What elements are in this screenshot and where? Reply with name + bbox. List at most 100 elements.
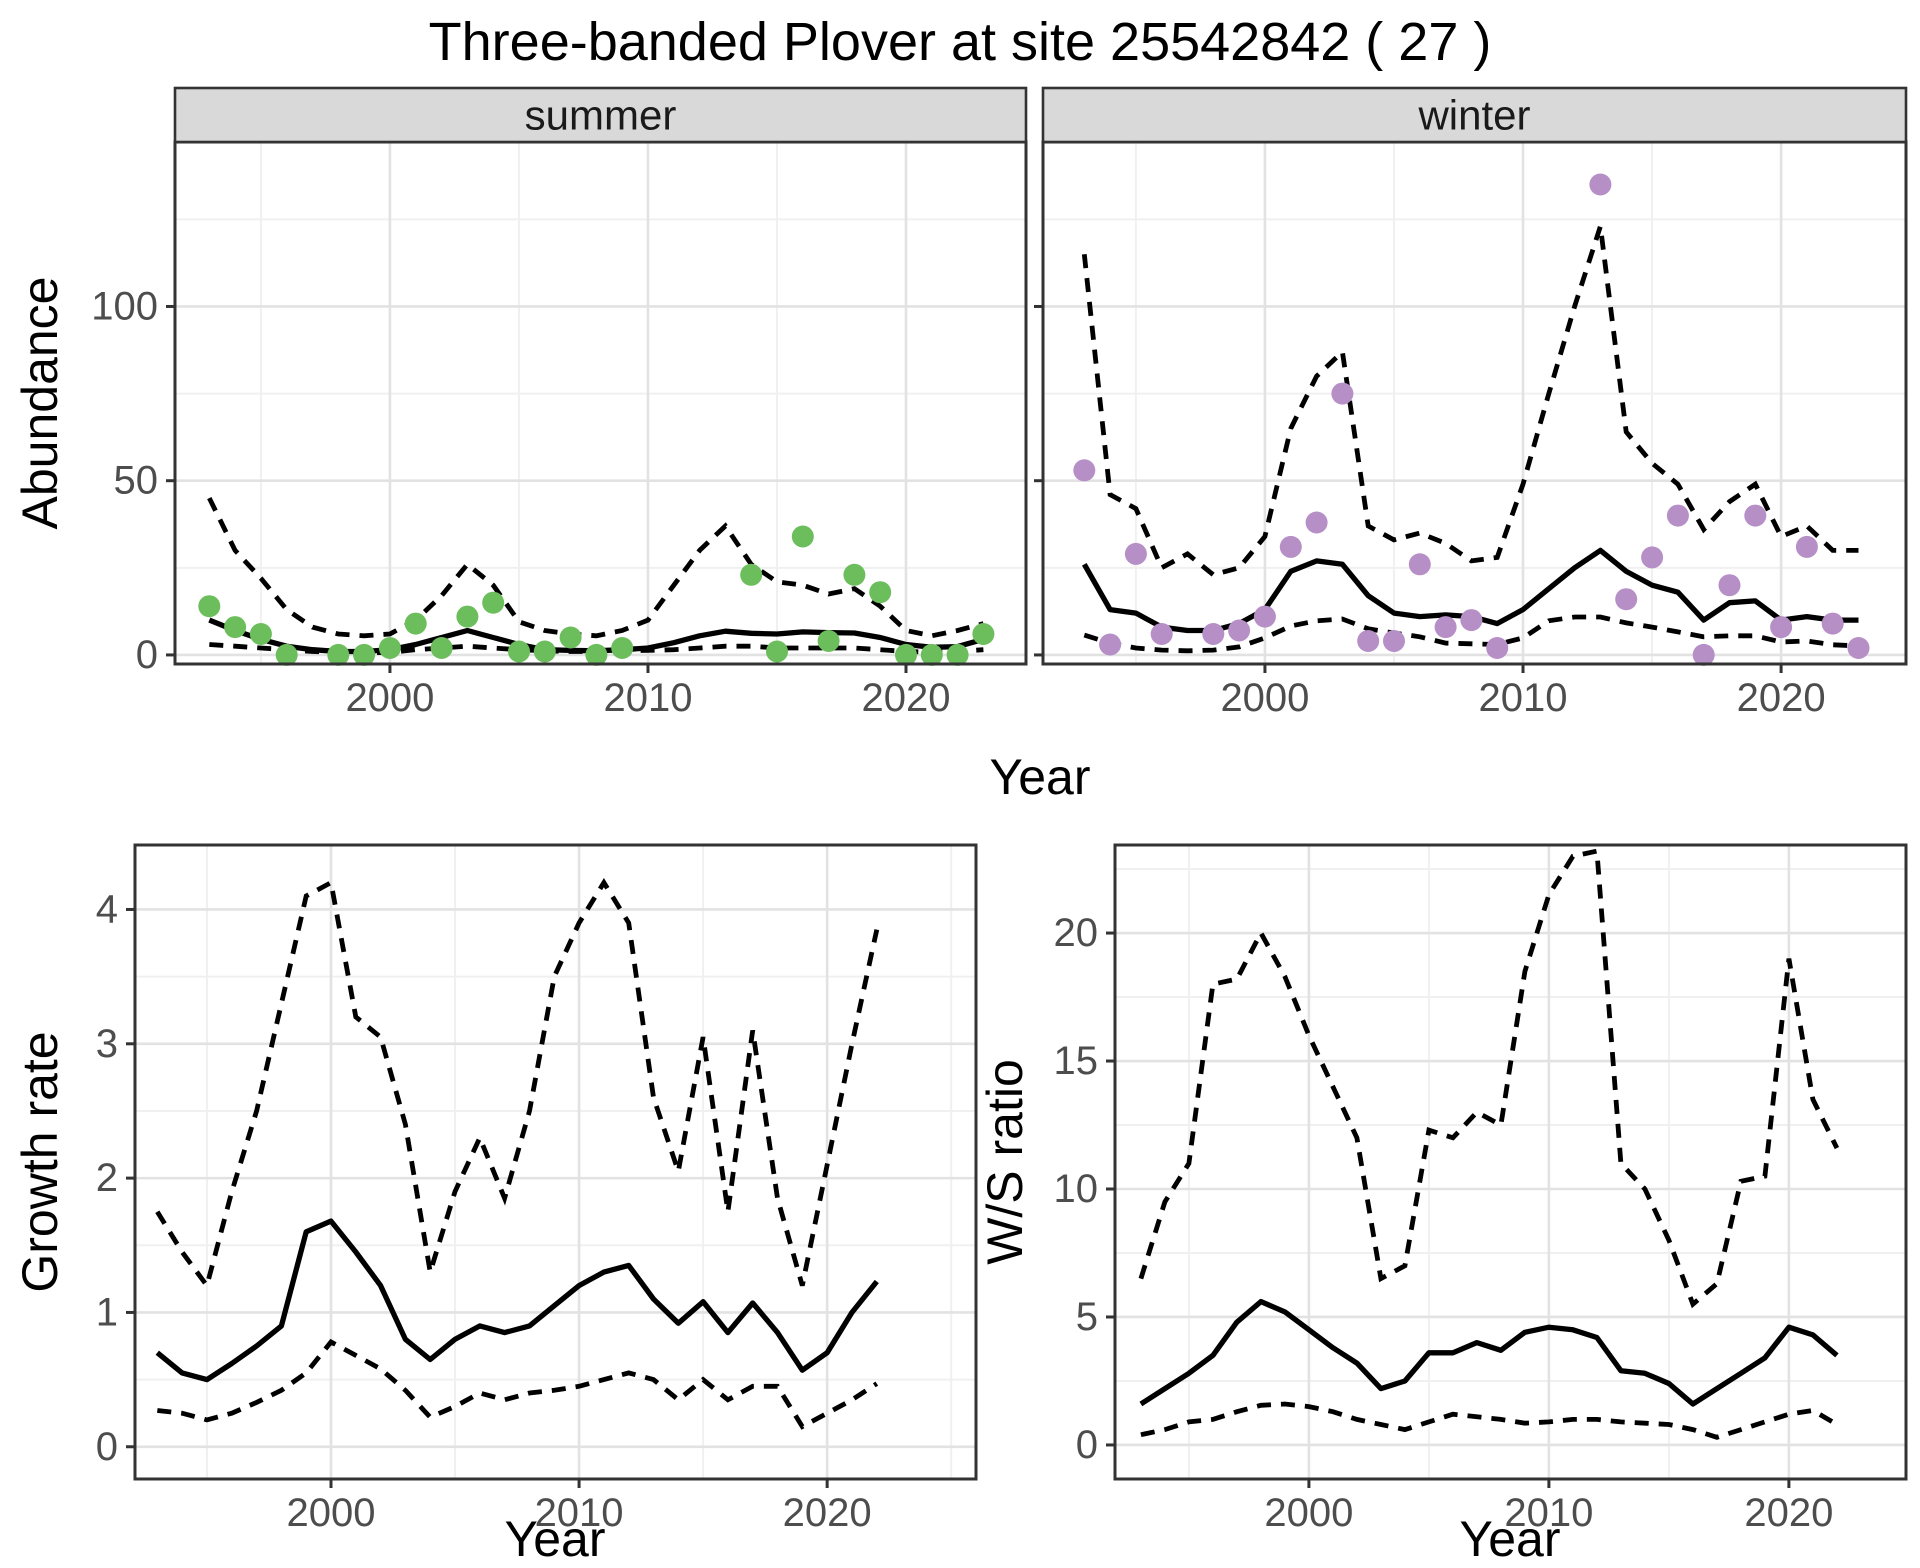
abundance_winter-gridlines: [1043, 142, 1906, 664]
abundance_winter-data-point: [1718, 574, 1741, 597]
abundance_summer-data-point: [404, 612, 427, 635]
growth_rate-axis-ticks: 2000 2010 2020 0 1 2 3 4: [96, 887, 872, 1535]
abundance_winter-data-point: [1228, 619, 1251, 642]
abundance_winter-data-point: [1589, 173, 1612, 196]
abundance_summer-data-point: [456, 605, 479, 628]
ws_ratio-y-tick-label: 15: [1054, 1039, 1099, 1083]
abundance_summer-data-point: [869, 581, 892, 604]
abundance_winter-data-point: [1253, 605, 1276, 628]
x-axis-title-bottom-left: Year: [504, 1511, 606, 1567]
abundance_summer-data-point: [740, 563, 763, 586]
abundance_summer-data-point: [327, 643, 350, 666]
abundance_winter-data-point: [1305, 511, 1328, 534]
abundance_summer-data-point: [611, 637, 634, 659]
facet-strip-winter: winter: [1041, 86, 1908, 144]
abundance_winter-x-tick-label: 2010: [1479, 676, 1568, 720]
growth_rate-y-tick-label: 4: [96, 887, 118, 931]
abundance_winter-data-point: [1744, 504, 1767, 527]
abundance_winter-data-point: [1666, 504, 1689, 527]
ws_ratio-x-tick-label: 2020: [1744, 1491, 1833, 1535]
abundance_winter-data-point: [1434, 616, 1457, 639]
abundance_summer-plot-background: [175, 142, 1026, 664]
growth_rate-y-tick-label: 2: [96, 1156, 118, 1200]
abundance_winter-data-point: [1486, 637, 1509, 659]
abundance_summer-data-point: [585, 643, 608, 666]
ws_ratio-x-tick-label: 2000: [1264, 1491, 1353, 1535]
abundance_summer-data-point: [533, 640, 556, 663]
abundance_winter-data-point: [1847, 637, 1870, 659]
abundance_summer-data-point: [353, 643, 376, 666]
abundance_summer-y-tick-label: 0: [136, 633, 158, 677]
abundance_winter-data-point: [1408, 553, 1431, 576]
abundance_summer-data-point: [920, 643, 943, 666]
abundance_winter-data-point: [1331, 382, 1354, 405]
ws_ratio-y-tick-label: 0: [1076, 1423, 1098, 1467]
abundance_summer-data-point: [946, 643, 969, 666]
growth_rate-lower-ci-line: [157, 1338, 879, 1430]
abundance_winter-data-point: [1279, 535, 1302, 558]
ws_ratio-y-tick-label: 10: [1054, 1167, 1099, 1211]
abundance_summer-data-point: [559, 626, 582, 649]
abundance_winter-data-point: [1692, 643, 1715, 666]
abundance_winter-plot-background: [1043, 142, 1906, 664]
abundance_summer-data-point: [224, 616, 247, 639]
abundance_winter-data-point: [1150, 623, 1173, 645]
abundance_winter-panel: winter 2000 2010 2020: [1034, 86, 1908, 720]
growth_rate-panel-border: [133, 843, 978, 1481]
facet-strip-label-winter: winter: [1417, 92, 1530, 139]
ws_ratio-panel: 2000 2010 2020 0 5 10 15 20: [1054, 843, 1908, 1535]
abundance_winter-data-point: [1460, 609, 1483, 632]
ws_ratio-axis-ticks: 2000 2010 2020 0 5 10 15 20: [1054, 911, 1834, 1535]
abundance_summer-data-point: [791, 525, 814, 548]
ws_ratio-y-tick-label: 5: [1076, 1295, 1098, 1339]
abundance_winter-data-point: [1099, 633, 1122, 656]
chart-title: Three-banded Plover at site 25542842 ( 2…: [428, 12, 1492, 72]
abundance_summer-x-tick-label: 2020: [862, 676, 951, 720]
abundance_summer-data-point: [843, 563, 866, 586]
abundance_summer-data-point: [430, 637, 453, 659]
x-axis-title-bottom-right: Year: [1459, 1511, 1561, 1567]
abundance_summer-axis-ticks: 2000 2010 2020 0 50 100: [91, 284, 950, 720]
growth_rate-mean-line: [155, 1218, 879, 1383]
abundance_summer-panel: summer 2000 2010 2020 0 50 100: [91, 86, 1028, 720]
abundance_summer-data-point: [198, 595, 221, 618]
growth_rate-gridlines: [135, 845, 976, 1479]
abundance_summer-data-point: [378, 637, 401, 659]
abundance_summer-observation-points: [198, 525, 995, 666]
abundance_winter-lower-ci-line: [1083, 614, 1859, 654]
abundance_summer-x-tick-label: 2000: [345, 676, 434, 720]
abundance_summer-upper-ci-line: [207, 497, 985, 639]
abundance_summer-data-point: [508, 640, 530, 663]
growth_rate-y-tick-label: 1: [96, 1290, 118, 1334]
abundance_summer-data-point: [275, 643, 298, 666]
abundance_summer-data-point: [895, 643, 917, 666]
abundance_summer-data-point: [817, 630, 840, 652]
abundance_winter-x-tick-label: 2020: [1737, 676, 1826, 720]
ws_ratio-x-tick-label: 2010: [1504, 1491, 1593, 1535]
growth_rate-x-tick-label: 2020: [783, 1491, 872, 1535]
growth_rate-x-tick-label: 2010: [535, 1491, 624, 1535]
abundance_winter-data-point: [1795, 535, 1818, 558]
abundance_summer-y-tick-label: 50: [114, 459, 159, 503]
abundance_winter-upper-ci-line: [1081, 225, 1859, 578]
abundance_winter-x-tick-label: 2000: [1220, 676, 1309, 720]
abundance_summer-data-point: [766, 640, 788, 663]
growth_rate-panel: 2000 2010 2020 0 1 2 3 4: [96, 843, 978, 1535]
abundance_summer-x-tick-label: 2010: [603, 676, 692, 720]
ws_ratio-gridlines: [1115, 845, 1906, 1479]
abundance_winter-data-point: [1615, 588, 1638, 611]
growth_rate-y-tick-label: 0: [96, 1425, 118, 1469]
facet-strip-summer: summer: [173, 86, 1028, 144]
abundance_summer-data-point: [972, 623, 995, 645]
ws_ratio-panel-border: [1113, 843, 1908, 1481]
abundance_winter-axis-ticks: 2000 2010 2020: [1034, 304, 1826, 720]
abundance_winter-data-point: [1821, 612, 1844, 635]
abundance_summer-data-point: [482, 591, 505, 614]
abundance_winter-data-point: [1770, 616, 1793, 639]
abundance_winter-data-point: [1202, 623, 1225, 645]
growth_rate-x-tick-label: 2000: [286, 1491, 375, 1535]
ws_ratio-y-tick-label: 20: [1054, 911, 1099, 955]
growth_rate-plot-background: [135, 845, 976, 1479]
facet-strip-label-summer: summer: [525, 92, 677, 139]
